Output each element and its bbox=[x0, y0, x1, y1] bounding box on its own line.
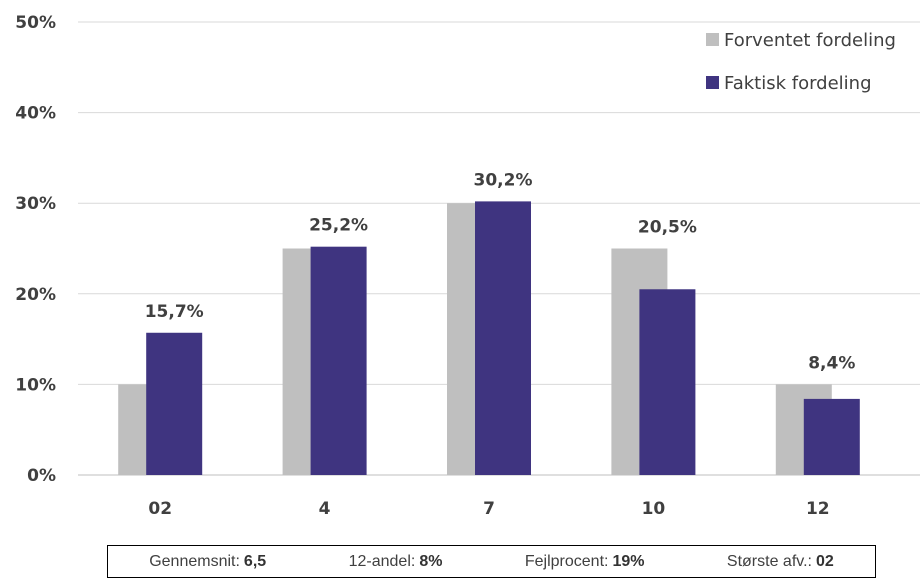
x-tick-label: 7 bbox=[483, 499, 495, 519]
average-label: Gennemsnit: bbox=[149, 552, 240, 570]
error-value: 19% bbox=[612, 552, 645, 570]
bar-actual bbox=[310, 246, 367, 475]
bar-actual bbox=[639, 289, 696, 475]
legend-label: Forventet fordeling bbox=[724, 30, 896, 51]
legend-swatch bbox=[706, 33, 719, 46]
x-tick-label: 12 bbox=[806, 499, 830, 519]
legend-label: Faktisk fordeling bbox=[724, 73, 872, 94]
y-tick-label: 30% bbox=[15, 194, 56, 214]
x-tick-label: 10 bbox=[642, 499, 666, 519]
bar-actual bbox=[146, 332, 203, 475]
legend-swatch bbox=[706, 76, 719, 89]
average-stat: Gennemsnit: 6,5 bbox=[149, 553, 266, 571]
error-stat: Fejlprocent: 19% bbox=[525, 553, 645, 571]
y-tick-label: 40% bbox=[15, 104, 56, 124]
deviation-label: Største afv.: bbox=[726, 552, 812, 570]
grade-distribution-chart: 0% 10% 20% 30% 40% 50% 15,7% 02 25,2% 4 30,2% 7 20,5… bbox=[15, 13, 920, 519]
data-label: 15,7% bbox=[145, 302, 204, 322]
share12-value: 8% bbox=[419, 552, 443, 570]
stats-bar: Gennemsnit: 6,5 12-andel: 8% Fejlprocent: 1… bbox=[107, 545, 876, 578]
bar-actual bbox=[475, 201, 531, 475]
share12-stat: 12-andel: 8% bbox=[349, 553, 443, 571]
y-tick-label: 10% bbox=[15, 375, 56, 395]
share12-label: 12-andel: bbox=[348, 552, 416, 570]
data-label: 30,2% bbox=[474, 170, 533, 190]
data-label: 20,5% bbox=[638, 218, 697, 238]
data-label: 8,4% bbox=[808, 353, 855, 373]
y-tick-label: 50% bbox=[15, 13, 56, 33]
y-tick-label: 20% bbox=[15, 285, 56, 305]
y-tick-label: 0% bbox=[27, 466, 56, 486]
average-value: 6,5 bbox=[243, 552, 267, 570]
x-tick-label: 4 bbox=[319, 499, 331, 519]
x-tick-label: 02 bbox=[148, 499, 172, 519]
deviation-value: 02 bbox=[815, 552, 834, 570]
data-label: 25,2% bbox=[309, 216, 368, 236]
error-label: Fejlprocent: bbox=[524, 552, 609, 570]
deviation-stat: Største afv.: 02 bbox=[727, 553, 834, 571]
bar-actual bbox=[803, 398, 860, 475]
